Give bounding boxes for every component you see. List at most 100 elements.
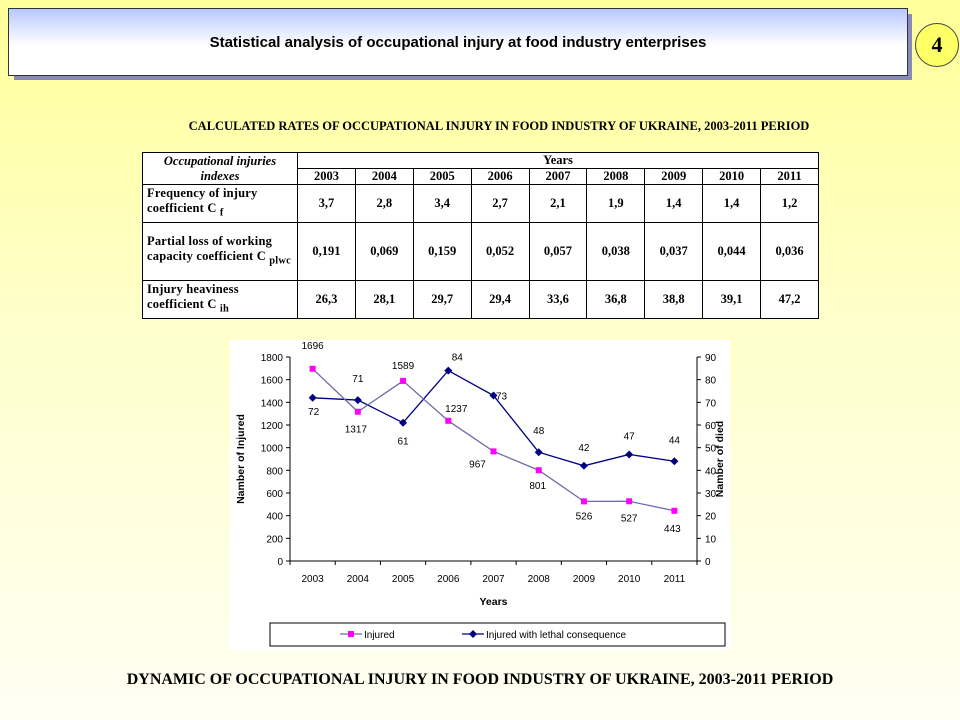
- injured-data-label: 1696: [301, 341, 324, 352]
- lethal-data-label: 47: [624, 431, 636, 442]
- injured-marker: [671, 507, 678, 514]
- value-cell: 2,1: [528, 184, 588, 223]
- y-tick-label-right: 50: [705, 444, 717, 455]
- table-row: Partial loss of working capacity coeffic…: [142, 222, 819, 281]
- value-cell: 0,159: [412, 222, 472, 281]
- injured-marker: [354, 408, 361, 415]
- year-cell: 2007: [528, 168, 588, 185]
- y-tick-label-right: 90: [705, 353, 717, 364]
- value-cell: 33,6: [528, 280, 588, 319]
- value-cell: 1,4: [644, 184, 704, 223]
- injured-data-label: 1237: [445, 404, 468, 415]
- legend-label-lethal: Injured with lethal consequence: [486, 630, 627, 641]
- lethal-data-label: 42: [578, 443, 590, 454]
- year-cell: 2011: [760, 168, 819, 185]
- injured-marker: [535, 467, 542, 474]
- injury-line-chart: 0 200 400 600 800 1000 1200 1400 1600 1800 0 10 20 30…: [230, 340, 730, 650]
- lethal-marker: [444, 366, 453, 375]
- lethal-marker: [489, 391, 498, 400]
- y-tick-label-right: 0: [705, 557, 711, 568]
- year-cell: 2006: [470, 168, 530, 185]
- legend-marker-injured: [348, 631, 354, 637]
- value-cell: 1,2: [760, 184, 819, 223]
- years-header: Years: [297, 152, 819, 169]
- row-label-text: Frequency of injury coefficient C: [147, 186, 258, 216]
- lethal-marker: [308, 393, 317, 402]
- x-axis-title: Years: [479, 596, 507, 608]
- y-tick-label-right: 10: [705, 534, 717, 545]
- y-tick-label-left: 0: [277, 557, 283, 568]
- chart-background: [230, 340, 730, 650]
- y-axis-title-right: Namber of died: [714, 421, 726, 497]
- index-column-header: Occupational injuries indexes: [142, 152, 298, 185]
- x-tick-label: 2008: [528, 574, 551, 585]
- lethal-marker: [670, 457, 679, 466]
- row-label-text: Partial loss of working capacity coeffic…: [147, 234, 273, 264]
- legend-marker-lethal: [469, 630, 477, 638]
- lethal-data-label: 48: [533, 426, 545, 437]
- year-cell: 2004: [354, 168, 414, 185]
- lethal-marker: [399, 418, 408, 427]
- chart-caption: DYNAMIC OF OCCUPATIONAL INJURY IN FOOD I…: [126, 671, 834, 688]
- lethal-data-label: 84: [452, 353, 464, 364]
- injured-marker: [309, 365, 316, 372]
- row-label-subscript: f: [219, 207, 224, 219]
- lethal-data-label: 61: [397, 437, 409, 448]
- value-cell: 3,7: [297, 184, 356, 223]
- injured-marker: [580, 498, 587, 505]
- y-tick-label-left: 1000: [261, 444, 284, 455]
- lethal-data-label: 72: [308, 407, 320, 418]
- lethal-marker: [579, 461, 588, 470]
- y-tick-label-right: 20: [705, 512, 717, 523]
- injured-marker: [445, 417, 452, 424]
- rates-table: Occupational injuries indexes Years 2003…: [142, 152, 819, 319]
- years-row: 2003 2004 2005 2006 2007 2008 2009 2010 …: [143, 168, 819, 185]
- value-cell: 38,8: [644, 280, 704, 319]
- y-tick-label-left: 1800: [261, 353, 284, 364]
- injured-data-label: 801: [529, 481, 546, 492]
- table-row: Injury heaviness coefficient C ih 26,3 2…: [142, 280, 819, 319]
- value-cell: 0,044: [702, 222, 761, 281]
- value-cell: 0,057: [528, 222, 588, 281]
- y-tick-label-left: 1600: [261, 376, 284, 387]
- y-tick-label-right: 80: [705, 376, 717, 387]
- legend-label-injured: Injured: [364, 630, 395, 641]
- value-cell: 1,9: [586, 184, 646, 223]
- table-header-row: Occupational injuries indexes Years: [142, 152, 819, 185]
- year-cell: 2008: [586, 168, 646, 185]
- table-row: Frequency of injury coefficient C f 3,7 …: [142, 184, 819, 223]
- lethal-marker: [534, 448, 543, 457]
- injured-marker: [626, 498, 633, 505]
- injured-data-label: 1317: [345, 425, 368, 436]
- row-label: Partial loss of working capacity coeffic…: [142, 222, 298, 281]
- value-cell: 0,036: [760, 222, 819, 281]
- y-tick-label-left: 400: [266, 512, 283, 523]
- x-tick-label: 2003: [301, 574, 324, 585]
- value-cell: 47,2: [760, 280, 819, 319]
- x-tick-label: 2011: [664, 574, 686, 585]
- x-tick-label: 2005: [392, 574, 415, 585]
- injured-marker: [400, 377, 407, 384]
- value-cell: 39,1: [702, 280, 761, 319]
- value-cell: 0,069: [354, 222, 414, 281]
- value-cell: 0,038: [586, 222, 646, 281]
- value-cell: 0,052: [470, 222, 530, 281]
- lethal-data-label: 44: [669, 435, 681, 446]
- x-tick-label: 2004: [347, 574, 370, 585]
- y-tick-label-left: 1200: [261, 421, 284, 432]
- year-cell: 2010: [702, 168, 761, 185]
- y-tick-label-left: 200: [266, 534, 283, 545]
- row-label: Injury heaviness coefficient C ih: [142, 280, 298, 319]
- y-tick-label-right: 30: [705, 489, 717, 500]
- injured-data-label: 967: [469, 459, 486, 470]
- lethal-marker: [353, 396, 362, 405]
- y-tick-label-right: 40: [705, 466, 717, 477]
- page-number-badge: 4: [915, 23, 959, 67]
- row-label-text: Injury heaviness coefficient C: [147, 282, 239, 312]
- year-cell: 2009: [644, 168, 704, 185]
- lethal-marker: [625, 450, 634, 459]
- value-cell: 0,191: [297, 222, 356, 281]
- row-label-subscript: plwc: [269, 255, 291, 267]
- value-cell: 29,4: [470, 280, 530, 319]
- value-cell: 3,4: [412, 184, 472, 223]
